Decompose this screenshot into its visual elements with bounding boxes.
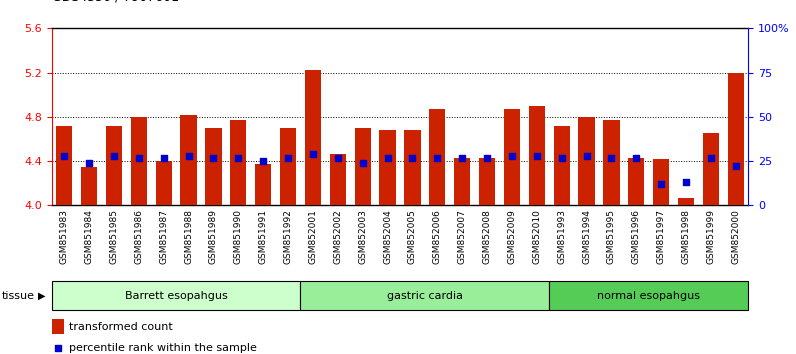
Text: GSM851997: GSM851997 bbox=[657, 209, 665, 264]
Bar bbox=[380, 130, 396, 205]
Bar bbox=[728, 73, 744, 205]
Text: GSM852006: GSM852006 bbox=[433, 209, 442, 264]
Text: GSM851985: GSM851985 bbox=[109, 209, 119, 264]
Point bbox=[556, 155, 568, 160]
Bar bbox=[529, 106, 545, 205]
Text: GSM852007: GSM852007 bbox=[458, 209, 466, 264]
Text: tissue: tissue bbox=[2, 291, 34, 301]
Point bbox=[431, 155, 443, 160]
Point bbox=[481, 155, 494, 160]
Point bbox=[505, 153, 518, 159]
Text: GSM851987: GSM851987 bbox=[159, 209, 168, 264]
Bar bbox=[280, 128, 296, 205]
Point bbox=[83, 160, 96, 166]
Text: GSM852001: GSM852001 bbox=[308, 209, 318, 264]
Bar bbox=[131, 117, 147, 205]
Text: GSM851994: GSM851994 bbox=[582, 209, 591, 264]
Text: GSM851986: GSM851986 bbox=[135, 209, 143, 264]
Bar bbox=[181, 115, 197, 205]
Text: GSM851991: GSM851991 bbox=[259, 209, 267, 264]
Point bbox=[456, 155, 469, 160]
Text: GSM852000: GSM852000 bbox=[732, 209, 740, 264]
Text: GSM851993: GSM851993 bbox=[557, 209, 566, 264]
Text: GSM851999: GSM851999 bbox=[706, 209, 716, 264]
Text: GSM851984: GSM851984 bbox=[84, 209, 94, 264]
Text: GSM851992: GSM851992 bbox=[283, 209, 293, 264]
Text: Barrett esopahgus: Barrett esopahgus bbox=[125, 291, 228, 301]
Text: GSM852004: GSM852004 bbox=[383, 209, 392, 264]
Point bbox=[58, 153, 71, 159]
Point bbox=[331, 155, 344, 160]
Point bbox=[357, 160, 369, 166]
Text: GSM852010: GSM852010 bbox=[533, 209, 541, 264]
Point bbox=[282, 155, 295, 160]
Text: GSM852005: GSM852005 bbox=[408, 209, 417, 264]
Point bbox=[306, 151, 319, 157]
Bar bbox=[52, 319, 64, 334]
Text: ▶: ▶ bbox=[38, 291, 45, 301]
Point bbox=[729, 164, 742, 169]
Bar bbox=[429, 109, 446, 205]
Bar bbox=[504, 109, 520, 205]
Bar bbox=[354, 128, 371, 205]
Bar bbox=[579, 117, 595, 205]
Bar bbox=[56, 126, 72, 205]
Bar bbox=[205, 128, 221, 205]
Text: GSM851998: GSM851998 bbox=[681, 209, 691, 264]
Bar bbox=[230, 120, 247, 205]
Text: GSM852009: GSM852009 bbox=[507, 209, 517, 264]
Text: GSM851989: GSM851989 bbox=[209, 209, 218, 264]
Text: GSM851988: GSM851988 bbox=[184, 209, 193, 264]
FancyBboxPatch shape bbox=[549, 281, 748, 310]
Bar bbox=[305, 70, 321, 205]
Bar bbox=[479, 158, 495, 205]
Point bbox=[132, 155, 145, 160]
Bar bbox=[330, 154, 346, 205]
FancyBboxPatch shape bbox=[301, 281, 549, 310]
Text: GDS4350 / 7907601: GDS4350 / 7907601 bbox=[52, 0, 179, 4]
Text: transformed count: transformed count bbox=[69, 322, 173, 332]
Point bbox=[107, 153, 120, 159]
Text: GSM851983: GSM851983 bbox=[60, 209, 68, 264]
Text: GSM852002: GSM852002 bbox=[334, 209, 342, 264]
Point bbox=[605, 155, 618, 160]
Point bbox=[406, 155, 419, 160]
Point bbox=[207, 155, 220, 160]
Bar bbox=[404, 130, 420, 205]
Bar bbox=[81, 167, 97, 205]
Bar bbox=[678, 198, 694, 205]
Bar bbox=[155, 161, 172, 205]
Bar bbox=[553, 126, 570, 205]
Point bbox=[680, 179, 693, 185]
Point bbox=[257, 158, 270, 164]
Point bbox=[232, 155, 244, 160]
Text: GSM852008: GSM852008 bbox=[482, 209, 492, 264]
Bar bbox=[454, 158, 470, 205]
Text: GSM852003: GSM852003 bbox=[358, 209, 367, 264]
Point bbox=[158, 155, 170, 160]
Bar bbox=[653, 159, 669, 205]
Text: gastric cardia: gastric cardia bbox=[387, 291, 462, 301]
Point bbox=[630, 155, 642, 160]
Bar bbox=[628, 158, 645, 205]
Bar bbox=[255, 164, 271, 205]
Point bbox=[580, 153, 593, 159]
Point bbox=[704, 155, 717, 160]
Point bbox=[451, 249, 463, 254]
Text: GSM851990: GSM851990 bbox=[234, 209, 243, 264]
Bar bbox=[106, 126, 122, 205]
Text: GSM851996: GSM851996 bbox=[632, 209, 641, 264]
Point bbox=[182, 153, 195, 159]
Text: GSM851995: GSM851995 bbox=[607, 209, 616, 264]
Point bbox=[655, 181, 668, 187]
Bar bbox=[603, 120, 619, 205]
Text: normal esopahgus: normal esopahgus bbox=[597, 291, 700, 301]
Point bbox=[530, 153, 543, 159]
FancyBboxPatch shape bbox=[52, 281, 301, 310]
Point bbox=[381, 155, 394, 160]
Bar bbox=[703, 133, 719, 205]
Text: percentile rank within the sample: percentile rank within the sample bbox=[69, 343, 257, 353]
